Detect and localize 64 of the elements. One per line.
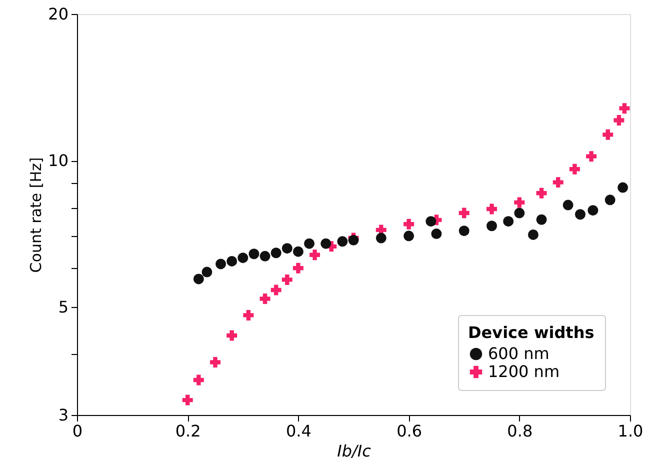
- point: [458, 226, 470, 236]
- point: [602, 129, 614, 140]
- point: [270, 248, 282, 258]
- y-tick-label: 20: [48, 4, 68, 24]
- point: [320, 238, 332, 249]
- point: [304, 238, 315, 249]
- point: [574, 209, 586, 220]
- point: [292, 262, 304, 274]
- point: [282, 274, 292, 285]
- x-tick-label: 0.6: [396, 422, 422, 440]
- point: [226, 256, 238, 266]
- point: [248, 248, 260, 260]
- point: [193, 274, 204, 284]
- point: [270, 284, 282, 296]
- y-tick-label: 10: [48, 151, 68, 170]
- point: [503, 216, 514, 227]
- point: [292, 246, 304, 257]
- x-tick-label: 0.8: [507, 422, 533, 440]
- point: [588, 205, 598, 216]
- point: [193, 374, 204, 386]
- y-tick-label: 5: [58, 298, 68, 317]
- point: [458, 208, 470, 218]
- x-tick-label: 1.0: [618, 422, 644, 440]
- legend-label: 600 nm: [488, 344, 550, 363]
- point: [226, 330, 238, 341]
- point: [431, 228, 442, 240]
- point: [552, 177, 564, 188]
- point: [604, 194, 616, 206]
- point: [426, 216, 436, 227]
- point: [376, 232, 386, 244]
- point: [536, 188, 547, 198]
- point: [486, 220, 497, 232]
- point: [619, 103, 630, 114]
- point: [310, 250, 320, 260]
- point: [586, 151, 597, 162]
- x-tick-label: 0: [72, 422, 83, 440]
- point: [404, 218, 414, 230]
- point: [202, 266, 212, 278]
- point: [404, 230, 414, 242]
- point: [486, 204, 497, 214]
- x-tick-label: 0.2: [175, 422, 201, 440]
- x-axis-title: Ib/Ic: [337, 442, 372, 460]
- point: [514, 197, 525, 208]
- point: [618, 182, 628, 193]
- point: [260, 293, 270, 304]
- point: [182, 394, 193, 406]
- point: [210, 357, 220, 368]
- point: [260, 250, 270, 262]
- point: [243, 310, 254, 320]
- y-axis-title: Count rate [Hz]: [27, 157, 46, 273]
- point: [614, 114, 624, 126]
- point: [562, 200, 574, 210]
- point: [569, 164, 580, 174]
- point: [216, 258, 226, 270]
- point: [282, 243, 292, 254]
- point: [238, 252, 248, 264]
- y-tick-label: 3: [58, 406, 68, 424]
- legend-title: Device widths: [468, 323, 594, 342]
- legend-label: 1200 nm: [488, 362, 560, 381]
- point: [528, 229, 538, 240]
- point: [536, 214, 547, 225]
- x-tick-label: 0.4: [286, 422, 312, 440]
- point: [514, 208, 525, 218]
- point: [337, 236, 348, 247]
